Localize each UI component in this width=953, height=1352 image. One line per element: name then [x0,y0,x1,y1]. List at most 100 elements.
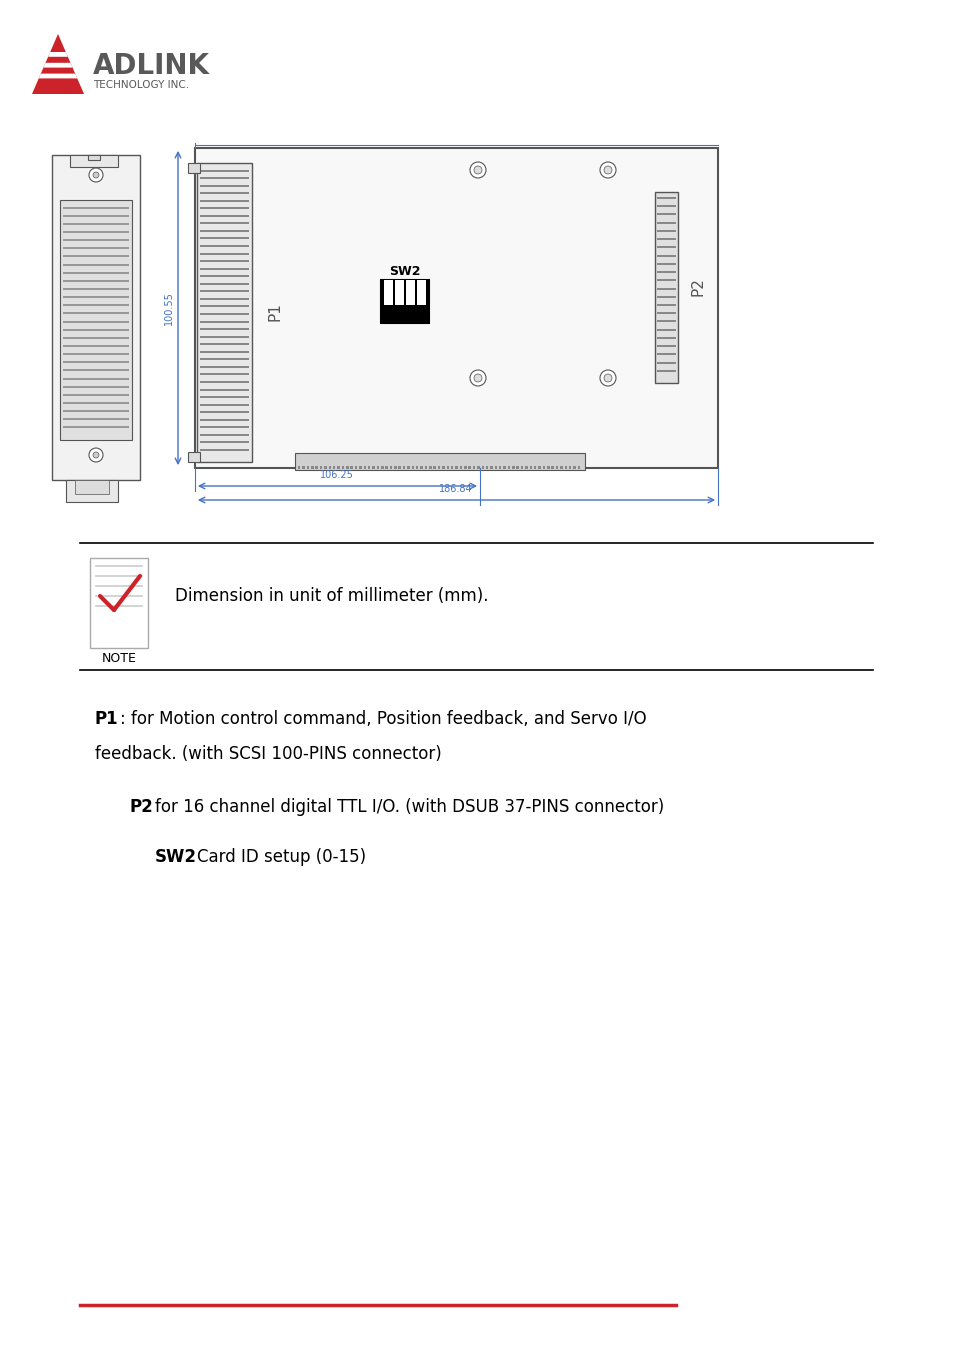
Bar [63,337,129,339]
Bar [200,291,249,292]
Bar [494,466,497,469]
Bar [476,466,479,469]
Polygon shape [44,62,72,68]
Bar [473,466,475,469]
Bar [573,466,576,469]
Bar [657,214,676,215]
Bar [657,304,676,306]
Text: for 16 channel digital TTL I/O. (with DSUB 37-PINS connector): for 16 channel digital TTL I/O. (with DS… [154,798,663,817]
Bar [200,215,249,216]
Bar [333,466,335,469]
Bar [63,418,129,420]
Bar [63,320,129,323]
Bar [657,280,676,281]
Bar [657,353,676,356]
Bar [63,369,129,372]
Bar [380,280,429,323]
Bar [63,426,129,429]
Bar [63,402,129,404]
Text: : for Motion control command, Position feedback, and Servo I/O: : for Motion control command, Position f… [120,710,646,727]
Bar [63,215,129,216]
Text: SW2: SW2 [154,848,196,867]
Bar [63,296,129,297]
Bar [512,466,514,469]
Bar [63,345,129,347]
Bar [63,207,129,208]
Bar [485,466,488,469]
Bar [63,377,129,380]
Bar [437,466,440,469]
Bar [394,466,396,469]
Bar [657,288,676,289]
Bar [577,466,579,469]
Bar [657,337,676,339]
Text: feedback. (with SCSI 100-PINS connector): feedback. (with SCSI 100-PINS connector) [95,745,441,763]
Bar [63,256,129,257]
Bar [63,312,129,315]
Bar [200,297,249,300]
Bar [200,314,249,315]
Bar [200,350,249,353]
Bar [390,466,392,469]
Bar [657,370,676,372]
Bar [406,280,415,289]
Bar [481,466,483,469]
Bar [200,343,249,345]
Text: 186.84: 186.84 [438,484,473,493]
Bar [188,164,200,173]
Bar [200,396,249,397]
Bar [520,466,523,469]
Bar [200,222,249,224]
Bar [551,466,554,469]
Bar [200,230,249,233]
Bar [200,411,249,414]
Bar [75,480,109,493]
Bar [537,466,540,469]
Bar [416,280,426,289]
Bar [200,283,249,285]
Bar [200,177,249,178]
Circle shape [470,370,485,387]
Bar [446,466,449,469]
Bar [70,155,118,168]
Bar [63,280,129,281]
Bar [200,276,249,277]
Bar [200,185,249,187]
Bar [200,238,249,239]
Bar [657,312,676,314]
Bar [451,466,453,469]
Text: Dimension in unit of millimeter (mm).: Dimension in unit of millimeter (mm). [174,587,488,604]
Bar [395,280,403,289]
Bar [384,289,393,306]
Bar [498,466,501,469]
Bar [200,426,249,429]
Bar [294,453,584,470]
Bar [63,272,129,273]
Text: P2: P2 [690,277,705,296]
Bar [60,200,132,439]
Bar [546,466,549,469]
Bar [525,466,527,469]
Bar [657,197,676,199]
Bar [657,230,676,233]
Bar [200,253,249,254]
Bar [200,449,249,452]
Polygon shape [48,51,68,57]
Bar [63,353,129,356]
Bar [200,169,249,172]
Text: Card ID setup (0-15): Card ID setup (0-15) [196,848,366,867]
Bar [395,289,403,306]
Bar [657,329,676,331]
Bar [490,466,493,469]
Bar [358,466,361,469]
Bar [416,466,418,469]
Bar [200,388,249,391]
Bar [657,206,676,207]
Bar [468,466,471,469]
Bar [63,223,129,224]
Bar [564,466,566,469]
Text: 106.25: 106.25 [319,470,354,480]
Bar [657,246,676,249]
Bar [542,466,544,469]
Circle shape [89,168,103,183]
